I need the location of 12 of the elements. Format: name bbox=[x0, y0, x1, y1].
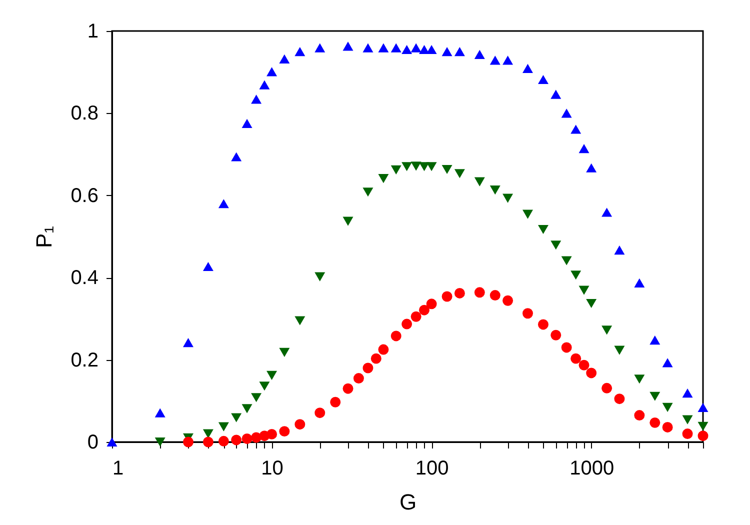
y-tick-label: 0 bbox=[87, 432, 98, 454]
y-axis-title: P₁ bbox=[32, 226, 57, 248]
y-tick-label: 1 bbox=[87, 20, 98, 42]
x-axis-title: G bbox=[399, 490, 417, 514]
x-tick-label: 10 bbox=[261, 458, 284, 480]
x-tick-label: 1000 bbox=[570, 458, 614, 480]
y-tick-label: 0.4 bbox=[70, 267, 98, 290]
x-tick-label: 100 bbox=[415, 458, 449, 480]
y-tick-label: 0.2 bbox=[70, 349, 98, 372]
x-tick-label: 1 bbox=[112, 458, 124, 480]
y-tick-label: 0.6 bbox=[70, 184, 98, 207]
y-tick-label: 0.8 bbox=[70, 102, 98, 125]
